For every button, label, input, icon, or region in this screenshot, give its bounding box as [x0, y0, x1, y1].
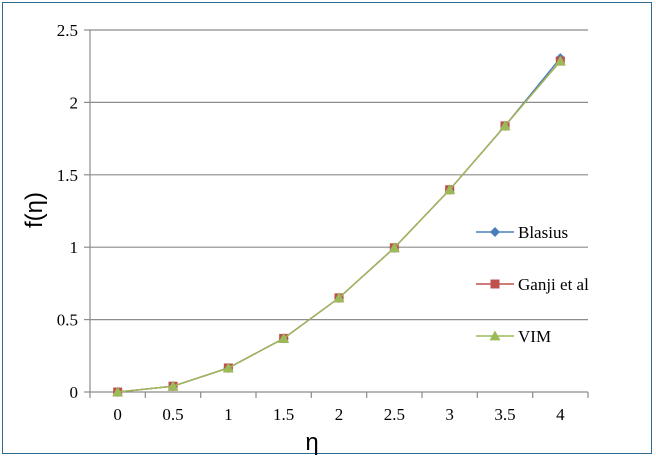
- y-tick-label: 1.5: [57, 166, 78, 185]
- y-tick-label: 1: [70, 238, 79, 257]
- legend-item: Blasius: [476, 223, 568, 242]
- x-tick-label: 3.5: [494, 405, 515, 424]
- data-point: [278, 332, 290, 343]
- chart-frame: [2, 2, 652, 454]
- series-line: [117, 57, 561, 393]
- legend-marker: [490, 279, 500, 289]
- data-point: [222, 362, 234, 373]
- legend-label: VIM: [518, 327, 551, 346]
- series-vim: [112, 55, 566, 397]
- data-point: [333, 292, 345, 303]
- legend-item: Ganji et al: [476, 275, 589, 294]
- legend-marker: [489, 330, 501, 341]
- series-line: [117, 60, 561, 393]
- y-tick-label: 2.5: [57, 21, 78, 40]
- data-point: [444, 184, 456, 195]
- data-point: [388, 242, 400, 253]
- grid-lines: [84, 29, 588, 393]
- data-point: [554, 55, 566, 66]
- series-ganji-et-al: [113, 56, 565, 397]
- data-point: [499, 120, 511, 131]
- y-tick-labels: 0 0.5 1 1.5 2 2.5: [57, 21, 78, 402]
- data-point: [167, 380, 179, 391]
- x-tick-label: 2.5: [384, 405, 405, 424]
- legend-marker: [490, 227, 500, 237]
- series-blasius: [112, 53, 566, 397]
- y-tick-label: 0: [70, 383, 79, 402]
- data-point: [112, 386, 124, 397]
- legend-label: Ganji et al: [518, 275, 589, 294]
- y-tick-label: 0.5: [57, 311, 78, 330]
- y-tick-label: 2: [70, 93, 79, 112]
- x-tick-label: 4: [556, 405, 565, 424]
- series-group: [112, 53, 566, 397]
- x-tick-label: 3: [445, 405, 454, 424]
- x-tick-label: 1: [224, 405, 233, 424]
- x-tick-label: 1.5: [273, 405, 294, 424]
- x-tick-label: 0: [113, 405, 122, 424]
- y-axis-label: f(η): [21, 192, 48, 228]
- legend: Blasius Ganji et al VIM: [476, 223, 589, 346]
- legend-item: VIM: [476, 327, 551, 346]
- axes: [89, 30, 589, 398]
- series-line: [117, 60, 561, 393]
- x-tick-labels: 0 0.5 1 1.5 2 2.5 3 3.5 4: [113, 405, 565, 424]
- legend-label: Blasius: [518, 223, 568, 242]
- x-tick-label: 2: [335, 405, 344, 424]
- x-axis-label: η: [305, 429, 318, 456]
- x-tick-label: 0.5: [162, 405, 183, 424]
